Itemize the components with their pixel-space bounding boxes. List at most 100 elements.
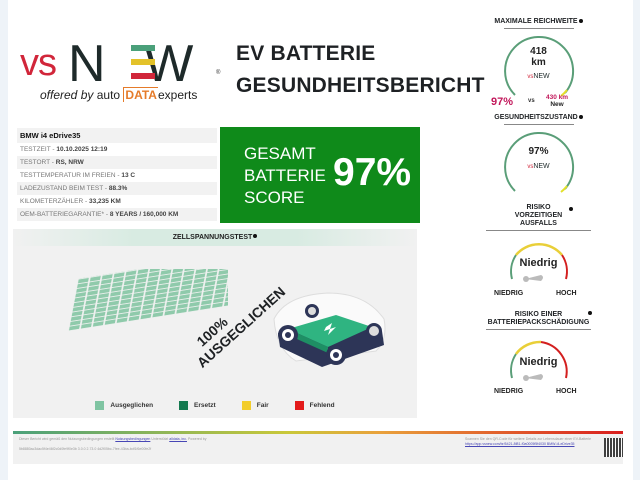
page-title: EV BATTERIE GESUNDHEITSBERICHT [236, 38, 485, 102]
report-page: vs NEW ® offered by auto DATAexperts EV … [8, 0, 633, 480]
legend-item-ersetzt: Ersetzt [179, 401, 216, 410]
offered-by-line: offered by auto DATAexperts [40, 87, 198, 102]
info-label: TESTORT [20, 159, 50, 166]
footer-gradient-bar [13, 431, 623, 434]
mini-logo-new: NEW [533, 73, 550, 80]
risk-failure-low-label: NIEDRIG [494, 290, 524, 297]
risk-damage-high-label: HOCH [556, 388, 577, 395]
info-value: 10.10.2025 12:19 [56, 146, 108, 153]
legend-swatch [294, 401, 304, 410]
footer-text: Dieser Bericht wird gemäß den Nutzungsbe… [19, 437, 115, 441]
info-row-ladezustand: LADEZUSTAND BEIM TEST - 88.3% [17, 182, 217, 195]
offered-prefix: offered by [40, 88, 94, 102]
footer-disclaimer: Dieser Bericht wird gemäß den Nutzungsbe… [19, 437, 206, 441]
info-label: TESTZEIT [20, 146, 51, 153]
experts-text: experts [157, 88, 198, 102]
risk-damage-value: Niedrig [519, 356, 558, 368]
logo-e-green-bar [131, 45, 155, 51]
score-label-3: SCORE [244, 188, 305, 207]
info-label: LADEZUSTAND BEIM TEST [20, 185, 104, 192]
data-text: DATA [123, 87, 158, 102]
qr-code[interactable] [604, 438, 623, 457]
risk-damage-gauge [509, 340, 568, 381]
vsnew-logo: vs NEW ® offered by auto DATAexperts [20, 34, 220, 104]
qr-caption: Scannen Sie den QR-Code für weitere Deta… [465, 437, 592, 441]
legend-label: Fehlend [309, 402, 335, 409]
range-value: 418 km [476, 46, 601, 68]
health-card: GESUNDHEITSZUSTAND 97% vsNEW [476, 114, 601, 199]
score-label-1: GESAMT [244, 144, 316, 163]
legend-swatch [95, 401, 105, 410]
logo-vs: vs [20, 42, 57, 84]
divider [503, 28, 574, 29]
info-icon[interactable] [588, 311, 592, 315]
score-label: GESAMT BATTERIE SCORE [244, 143, 326, 209]
divider [486, 329, 591, 330]
legend-swatch [241, 401, 251, 410]
max-range-title-text: MAXIMALE REICHWEITE [494, 18, 578, 25]
legend-label: Ausgeglichen [110, 402, 154, 409]
risk-failure-title-2: VORZEITIGEN [514, 212, 563, 219]
logo-e-red-bar [131, 73, 155, 79]
range-vs: vs [528, 98, 535, 104]
max-range-title: MAXIMALE REICHWEITE [476, 18, 601, 26]
footer: Dieser Bericht wird gemäß den Nutzungsbe… [13, 434, 623, 464]
risk-damage-title-1: RISIKO EINER [514, 311, 563, 318]
footer-text: Unterstützt [151, 437, 169, 441]
mini-logo-vs: vs [527, 164, 534, 170]
mini-logo-vs: vs [527, 74, 534, 80]
vehicle-name: BMW i4 eDrive35 [17, 128, 217, 143]
risk-damage-card: RISIKO EINER BATTERIEPACKSCHÄDIGUNG Nied… [476, 311, 601, 395]
cell-legend: Ausgeglichen Ersetzt Fair Fehlend [13, 401, 417, 410]
info-value: 8 YEARS / 160,000 KM [109, 211, 179, 218]
info-value: 33,235 KM [89, 198, 121, 205]
info-label: OEM-BATTERIEGARANTIE* [20, 211, 105, 218]
cell-grid-illustration [68, 269, 228, 331]
alldata-link[interactable]: alldata, inc. [169, 437, 187, 441]
risk-failure-value: Niedrig [519, 257, 558, 269]
info-icon[interactable] [253, 234, 258, 238]
legend-item-fair: Fair [241, 401, 269, 410]
risk-failure-card: RISIKO VORZEITIGEN AUSFALLS Niedrig NIED… [476, 204, 601, 297]
mini-logo-new: NEW [533, 163, 550, 170]
range-gauge [503, 36, 574, 97]
max-range-card: MAXIMALE REICHWEITE 418 km vsNEW 97% vs … [476, 18, 601, 108]
range-unit: km [531, 57, 546, 68]
divider [503, 124, 574, 125]
title-line-1: EV BATTERIE [236, 42, 376, 65]
legend-item-ausgeglichen: Ausgeglichen [95, 401, 153, 410]
info-icon[interactable] [569, 207, 573, 211]
risk-damage-low-label: NIEDRIG [494, 388, 524, 395]
mini-vsnew-logo: vsNEW [476, 73, 601, 80]
health-gauge [503, 132, 574, 193]
range-new-value: 430 km [546, 94, 569, 101]
risk-damage-title: RISIKO EINER BATTERIEPACKSCHÄDIGUNG [476, 311, 601, 327]
info-icon[interactable] [578, 19, 583, 23]
info-label: TESTTEMPERATUR IM FREIEN [20, 172, 116, 179]
info-value: RS, NRW [55, 159, 84, 166]
info-label: KILOMETERZÄHLER [20, 198, 84, 205]
auto-text: auto [96, 88, 121, 102]
terms-link[interactable]: Nutzungsbedingungen [115, 437, 151, 441]
report-url-link[interactable]: https://app.vsnew.com/br/5421-8f81-f0a00… [465, 442, 575, 446]
score-value: 97% [333, 151, 412, 194]
info-row-testort: TESTORT - RS, NRW [17, 156, 217, 169]
registered-mark: ® [216, 70, 221, 76]
overall-score-box: GESAMT BATTERIE SCORE 97% [220, 127, 420, 223]
ev-car-illustration [273, 292, 386, 367]
range-pct: 97% [491, 96, 514, 108]
legend-label: Ersetzt [194, 402, 216, 409]
legend-swatch [179, 401, 189, 410]
info-value: 88.3% [108, 185, 128, 192]
risk-failure-title-1: RISIKO [526, 204, 551, 211]
risk-failure-title-3: AUSFALLS [520, 220, 557, 227]
info-row-temperatur: TESTTEMPERATUR IM FREIEN - 13 C [20, 172, 136, 179]
risk-failure-title: RISIKO VORZEITIGEN AUSFALLS [476, 204, 601, 228]
divider [486, 230, 591, 231]
cell-voltage-title: ZELLSPANNUNGSTEST [172, 234, 253, 241]
risk-damage-title-2: BATTERIEPACKSCHÄDIGUNG [487, 319, 590, 326]
legend-label: Fair [256, 402, 269, 409]
range-new: 430 km New [546, 94, 568, 108]
info-icon[interactable] [578, 115, 583, 119]
health-title: GESUNDHEITSZUSTAND [476, 114, 601, 122]
